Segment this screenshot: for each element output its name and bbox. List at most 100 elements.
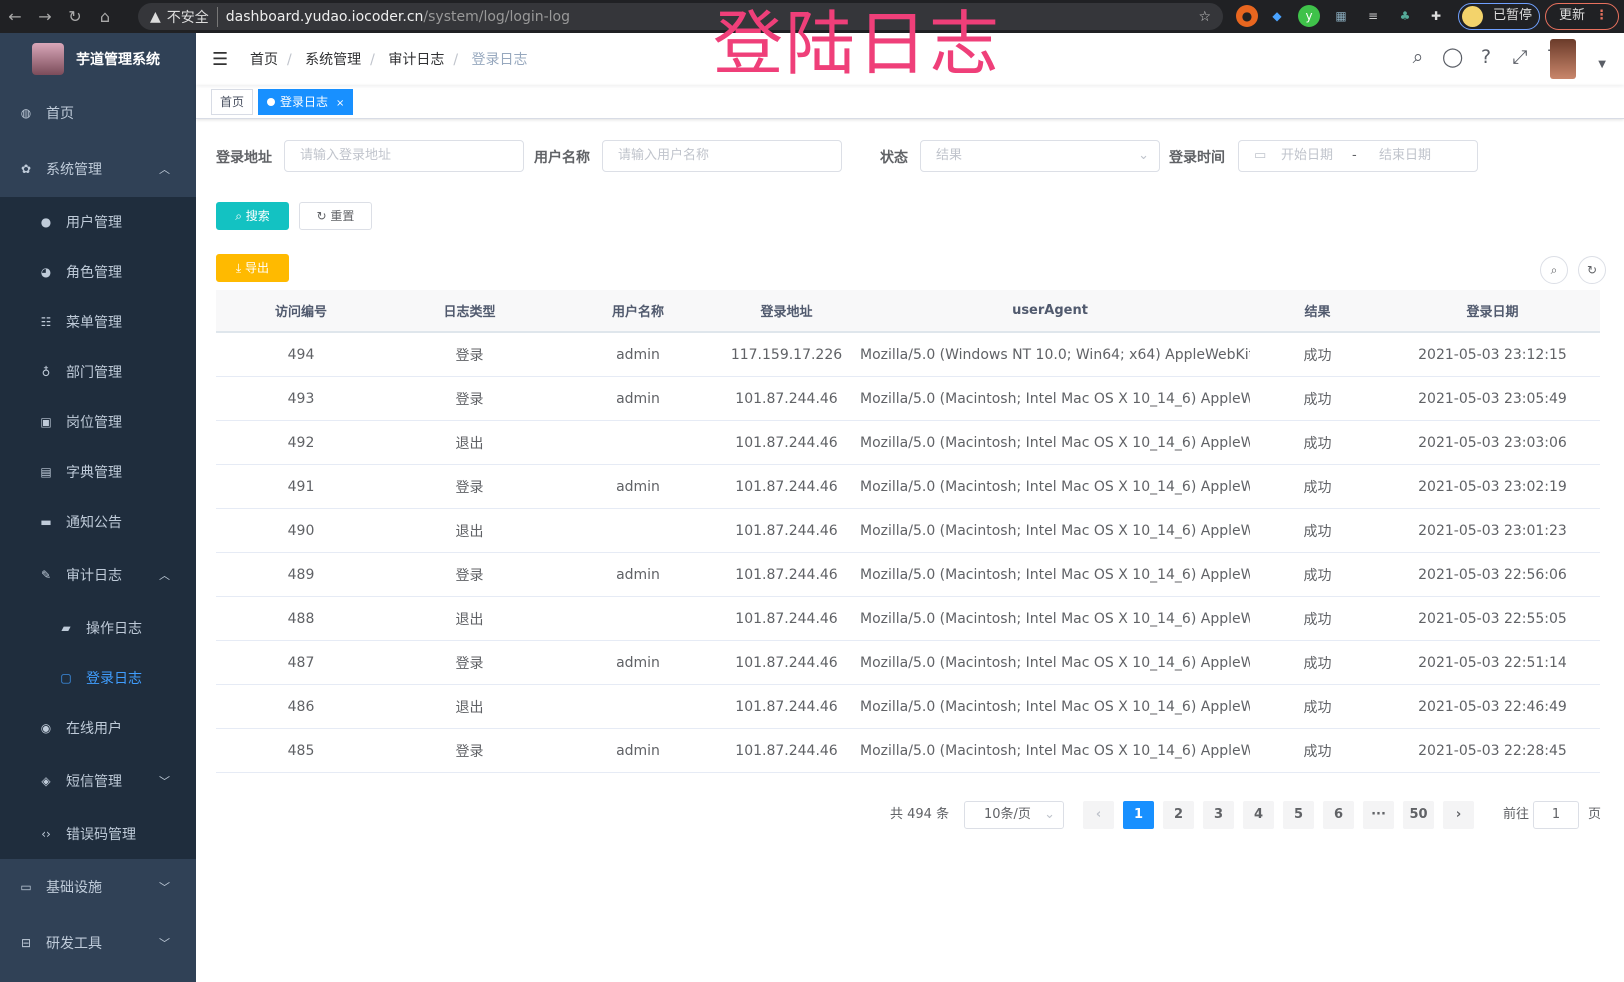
sidebar-item[interactable]: ‹› 错误码管理 (0, 809, 196, 859)
address-bar[interactable]: ▲ 不安全 dashboard.yudao.iocoder.cn/system/… (138, 3, 1223, 30)
sidebar-item[interactable]: ♁ 部门管理 (0, 347, 196, 397)
refresh-button[interactable]: ↻ (1578, 256, 1606, 284)
table-cell: 2021-05-03 23:02:19 (1418, 478, 1567, 495)
table-cell: 101.87.244.46 (735, 654, 838, 671)
tag-home[interactable]: 首页 (211, 89, 254, 115)
page-button[interactable]: 50 (1403, 801, 1434, 829)
start-date-input[interactable]: 开始日期 (1281, 148, 1334, 163)
sidebar-logo[interactable]: 芋道管理系统 (0, 33, 196, 85)
page-button[interactable]: 2 (1163, 801, 1194, 829)
bookmark-star-icon[interactable]: ☆ (1198, 8, 1211, 25)
table-cell: Mozilla/5.0 (Macintosh; Intel Mac OS X 1… (860, 698, 1250, 715)
table-row: 491 登录 admin 101.87.244.46 Mozilla/5.0 (Maci… (216, 465, 1600, 509)
profile-paused-button[interactable]: 已暂停 (1458, 3, 1540, 30)
sidebar-item[interactable]: ⊟ 研发工具 ﹀ (0, 915, 196, 971)
chevron-down-icon: ﹀ (159, 775, 170, 788)
extension-icon[interactable]: ◆ (1272, 9, 1282, 23)
chevron-down-icon: ﹀ (159, 881, 170, 894)
reset-button[interactable]: ↻ 重置 (299, 202, 372, 230)
question-icon[interactable]: ? (1480, 46, 1492, 68)
sidebar-item-label: 错误码管理 (66, 827, 136, 843)
table-cell: 2021-05-03 23:05:49 (1418, 390, 1567, 407)
sidebar-item[interactable]: ▣ 岗位管理 (0, 397, 196, 447)
table-cell: 成功 (1303, 699, 1332, 716)
breadcrumb-item[interactable]: 首页 (250, 52, 278, 68)
extension-icon[interactable]: ≡ (1367, 9, 1379, 23)
sidebar-item-label: 短信管理 (66, 774, 122, 790)
username-input[interactable]: 请输入用户名称 (602, 140, 842, 172)
sidebar-item-label: 在线用户 (66, 721, 122, 737)
table-cell: Mozilla/5.0 (Macintosh; Intel Mac OS X 1… (860, 566, 1250, 583)
extension-icon[interactable]: y (1298, 5, 1320, 27)
goto-page-input[interactable]: 1 (1533, 801, 1579, 829)
github-icon[interactable]: ◯ (1442, 46, 1464, 68)
back-icon[interactable]: ← (8, 7, 22, 26)
update-button[interactable]: 更新 ⋮ (1545, 3, 1619, 30)
logininfor-icon: ▢ (60, 671, 72, 685)
table-cell: Mozilla/5.0 (Macintosh; Intel Mac OS X 1… (860, 434, 1250, 451)
sidebar-item[interactable]: ◈ 短信管理 ﹀ (0, 753, 196, 809)
login-address-label: 登录地址 (216, 150, 272, 166)
page-button[interactable]: 4 (1243, 801, 1274, 829)
sidebar-item[interactable]: ▤ 字典管理 (0, 447, 196, 497)
tag-login-log[interactable]: 登录日志 × (258, 89, 354, 115)
page-button[interactable]: 6 (1323, 801, 1354, 829)
table-cell: 成功 (1303, 479, 1332, 496)
sidebar-item[interactable]: ✿ 系统管理 ︿ (0, 141, 196, 197)
extension-icon[interactable]: ▦ (1335, 9, 1347, 23)
profile-avatar (1462, 6, 1483, 27)
status-select[interactable]: 结果 ⌄ (920, 140, 1160, 172)
page-button[interactable]: 5 (1283, 801, 1314, 829)
extension-icon[interactable]: ♣ (1399, 9, 1411, 23)
user-avatar[interactable] (1550, 39, 1576, 79)
chevron-down-icon: ⌄ (1044, 807, 1055, 822)
sidebar-item[interactable]: ● 用户管理 (0, 197, 196, 247)
sidebar-item[interactable]: ◍ 首页 (0, 85, 196, 141)
more-pages-button[interactable]: ··· (1363, 801, 1394, 829)
login-address-input[interactable]: 请输入登录地址 (284, 140, 524, 172)
table-cell: 488 (287, 610, 315, 627)
chevron-down-icon: ⌄ (1138, 148, 1149, 163)
export-button[interactable]: ⤓ 导出 (216, 254, 289, 282)
sidebar-item[interactable]: ✎ 审计日志 ︿ (0, 547, 196, 603)
caret-down-icon[interactable]: ▼ (1598, 59, 1606, 70)
table-cell: 登录 (455, 567, 484, 584)
next-page-button[interactable]: › (1443, 801, 1474, 829)
table-row: 489 登录 admin 101.87.244.46 Mozilla/5.0 (Maci… (216, 553, 1600, 597)
column-header: 用户名称 (611, 305, 664, 320)
download-icon: ⤓ (235, 261, 246, 275)
sidebar-item[interactable]: ▢ 登录日志 (0, 653, 196, 703)
toggle-search-button[interactable]: ⌕ (1540, 256, 1568, 284)
column-header: 日志类型 (443, 305, 496, 320)
sidebar-item[interactable]: ▭ 基础设施 ﹀ (0, 859, 196, 915)
fullscreen-icon[interactable]: ⤢ (1512, 46, 1528, 68)
sidebar-item[interactable]: ◉ 在线用户 (0, 703, 196, 753)
sidebar-item-label: 系统管理 (46, 162, 102, 178)
sidebar-item[interactable]: ▰ 操作日志 (0, 603, 196, 653)
sidebar-item-label: 角色管理 (66, 265, 122, 281)
sidebar-item[interactable]: ◕ 角色管理 (0, 247, 196, 297)
end-date-input[interactable]: 结束日期 (1379, 148, 1432, 163)
extension-icon[interactable]: ● (1236, 5, 1258, 27)
search-icon[interactable]: ⌕ (1412, 46, 1424, 68)
date-range-picker[interactable]: ▭ 开始日期 - 结束日期 (1238, 140, 1478, 172)
prev-page-button[interactable]: ‹ (1083, 801, 1114, 829)
user-icon: ● (40, 215, 52, 229)
reload-icon[interactable]: ↻ (68, 7, 82, 26)
page-button[interactable]: 3 (1203, 801, 1234, 829)
home-icon[interactable]: ⌂ (99, 7, 111, 26)
page-size-select[interactable]: 10条/页 ⌄ (964, 801, 1064, 829)
chevron-down-icon: ﹀ (159, 937, 170, 950)
forward-icon[interactable]: → (38, 7, 52, 26)
sidebar-item[interactable]: ▬ 通知公告 (0, 497, 196, 547)
close-icon[interactable]: × (336, 98, 345, 109)
hamburger-icon[interactable]: ☰ (212, 48, 229, 70)
online-icon: ◉ (40, 721, 52, 735)
sidebar-item-label: 研发工具 (46, 936, 102, 952)
search-button[interactable]: ⌕ 搜索 (216, 202, 289, 230)
status-label: 状态 (880, 150, 908, 166)
sidebar-item[interactable]: ☷ 菜单管理 (0, 297, 196, 347)
table-cell: Mozilla/5.0 (Macintosh; Intel Mac OS X 1… (860, 742, 1250, 759)
puzzle-icon[interactable]: ✚ (1430, 9, 1442, 23)
page-button[interactable]: 1 (1123, 801, 1154, 829)
